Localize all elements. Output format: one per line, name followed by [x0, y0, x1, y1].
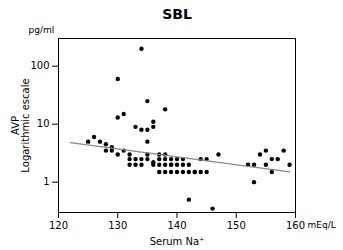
svg-text:AVPLogarithmic escale: AVPLogarithmic escale	[10, 78, 31, 172]
svg-text:pg/ml: pg/ml	[29, 25, 55, 35]
svg-text:Serum Na⁺: Serum Na⁺	[150, 236, 205, 247]
svg-text:150: 150	[227, 220, 246, 231]
svg-text:160: 160	[286, 220, 305, 231]
svg-text:1: 1	[43, 176, 49, 187]
svg-text:mEq/L: mEq/L	[308, 220, 336, 230]
svg-text:SBL: SBL	[162, 6, 192, 22]
svg-text:140: 140	[167, 220, 186, 231]
svg-text:120: 120	[49, 220, 68, 231]
svg-text:100: 100	[30, 60, 49, 71]
svg-text:10: 10	[37, 118, 50, 129]
svg-text:130: 130	[108, 220, 127, 231]
